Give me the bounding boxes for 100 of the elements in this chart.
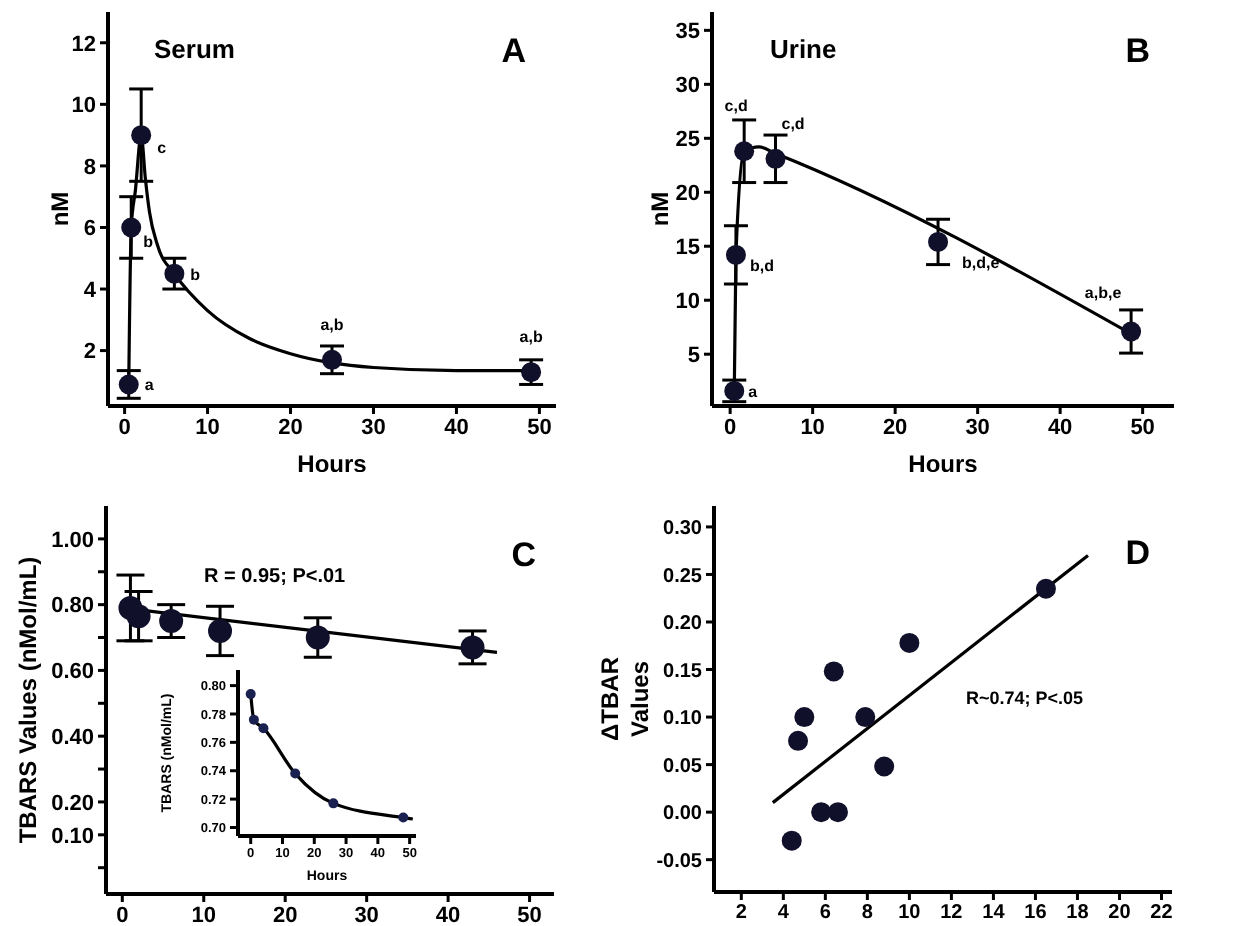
annotation: B [1125, 32, 1150, 70]
x-tick-label: 10 [800, 415, 825, 440]
annotation: R = 0.95; P<.01 [204, 566, 347, 588]
point [874, 756, 895, 777]
point [1121, 321, 1142, 342]
point [305, 625, 330, 650]
y-tick-label: 8 [83, 155, 96, 180]
y-axis-title: nM [46, 191, 74, 227]
annotation: a [748, 382, 759, 401]
point [131, 125, 152, 146]
y-tick-label: 0.60 [51, 660, 94, 685]
y-axis-title: TBARS Values (nMol/mL) [14, 556, 42, 844]
point [855, 707, 876, 728]
x-tick-label: 0 [724, 415, 737, 440]
annotation: C [511, 536, 536, 574]
y-tick-label: 4 [83, 278, 98, 303]
y-tick-label: 6 [83, 217, 96, 242]
x-axis-title: Hours [297, 450, 368, 478]
x-tick-label: 40 [1047, 415, 1073, 440]
annotation: A [501, 32, 526, 70]
point [827, 802, 848, 823]
y-tick-label: 25 [675, 128, 700, 153]
y-tick-label: 30 [675, 74, 700, 99]
point [118, 374, 139, 395]
x-tick-label: 30 [354, 903, 379, 926]
y-axis-title: nM [646, 191, 674, 227]
x-tick-label: 0 [118, 415, 131, 440]
point [248, 714, 259, 725]
annotation: b [190, 265, 201, 284]
point [1035, 578, 1056, 599]
annotation: D [1125, 534, 1150, 572]
y-tick-label: 0.40 [51, 725, 94, 750]
annotation: a,b,e [1084, 283, 1123, 302]
x-tick-label: 40 [435, 903, 461, 926]
annotation: b,d,e [962, 253, 1001, 272]
y-tick-label: 0.00 [663, 803, 703, 826]
y-tick-label: -0.05 [656, 850, 703, 873]
point [126, 604, 151, 629]
x-tick-label: 20 [882, 415, 908, 440]
x-tick-label: 2 [735, 902, 748, 925]
x-tick-label: 12 [940, 902, 964, 925]
annotation: R~0.74; P<.05 [966, 688, 1084, 708]
point [734, 141, 755, 162]
y-tick-label: 10 [71, 94, 96, 119]
x-tick-label: 30 [361, 415, 386, 440]
y-axis-title: ΔTBAR Values [596, 656, 654, 741]
x-tick-label: 50 [517, 903, 542, 926]
point [928, 231, 949, 252]
x-tick-label: 20 [1108, 902, 1132, 925]
annotation: b,d [749, 256, 775, 275]
point [765, 148, 786, 169]
y-tick-label: 0.30 [663, 518, 703, 541]
x-tick-label: 50 [527, 415, 552, 440]
annotation: Urine [770, 34, 837, 64]
y-tick-label: 0.20 [51, 791, 94, 816]
y-tick-label: 0.15 [663, 660, 703, 683]
annotation: a [144, 376, 155, 395]
point [899, 632, 920, 653]
point [811, 802, 832, 823]
x-axis-title: Hours [908, 450, 979, 478]
y-tick-label: 0.10 [51, 824, 94, 849]
point [794, 707, 815, 728]
y-tick-label: 5 [687, 344, 700, 368]
annotation: c,d [724, 97, 748, 116]
y-tick-label: 2 [83, 340, 96, 365]
y-tick-label: 15 [675, 236, 700, 261]
point [159, 609, 184, 634]
point [823, 661, 844, 682]
annotation: c,d [781, 114, 805, 133]
x-tick-label: 18 [1066, 902, 1090, 925]
y-tick-label: 12 [71, 32, 96, 57]
y-tick-label: 0.20 [663, 613, 703, 636]
point [328, 798, 339, 809]
y-tick-label: 0.25 [663, 565, 703, 588]
point [208, 618, 233, 643]
x-tick-label: 50 [1130, 415, 1155, 440]
x-tick-label: 6 [819, 902, 832, 925]
x-tick-label: 40 [444, 415, 469, 440]
point [164, 263, 185, 284]
point [398, 812, 409, 823]
point [121, 217, 142, 238]
y-tick-label: 35 [675, 20, 700, 45]
point [781, 830, 802, 851]
point [725, 244, 746, 265]
x-tick-label: 10 [898, 902, 922, 925]
y-tick-label: 0.80 [51, 594, 94, 619]
y-tick-label: 1.00 [51, 528, 94, 553]
y-tick-label: 20 [675, 182, 700, 207]
x-tick-label: 4 [777, 902, 790, 925]
annotation: a,b [320, 315, 344, 334]
point [258, 723, 269, 734]
point [290, 768, 301, 779]
x-tick-label: 0 [116, 903, 129, 926]
point [322, 349, 342, 370]
x-tick-label: 8 [861, 902, 874, 925]
x-tick-label: 20 [272, 903, 298, 926]
x-tick-label: 22 [1150, 902, 1174, 925]
point [788, 730, 809, 751]
x-tick-label: 30 [965, 415, 990, 440]
x-tick-label: 20 [278, 415, 303, 440]
